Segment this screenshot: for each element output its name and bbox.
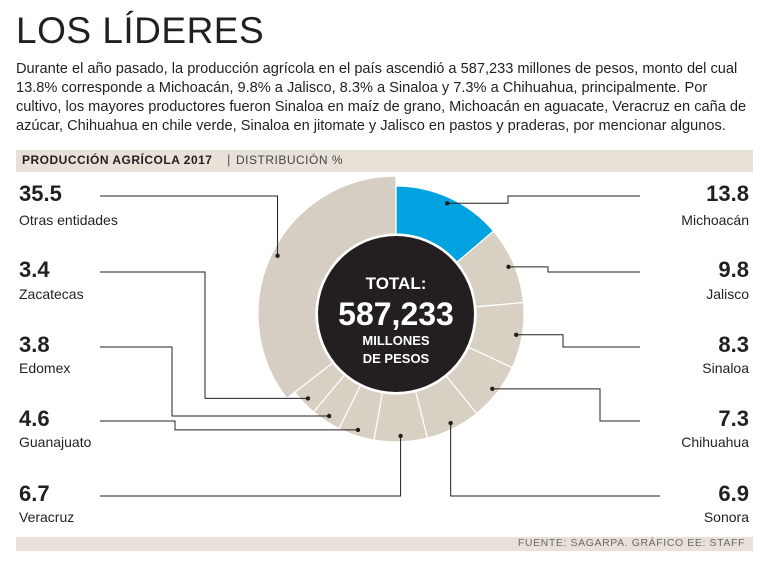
name-label-otras-entidades: Otras entidades [19, 212, 118, 228]
name-label-guanajuato: Guanajuato [19, 434, 92, 450]
value-label-guanajuato: 4.6 [19, 406, 50, 431]
value-label-veracruz: 6.7 [19, 481, 50, 506]
leader-line-guanajuato [100, 420, 358, 431]
center-unit-line2: DE PESOS [363, 351, 430, 366]
leader-dot-otras-entidades [275, 253, 280, 258]
title-separator: | [227, 152, 231, 167]
name-label-edomex: Edomex [19, 360, 70, 376]
name-label-michoacán: Michoacán [681, 212, 749, 228]
footer-band: FUENTE: SAGARPA. GRÁFICO EE: STAFF [16, 537, 753, 551]
leader-dot-sonora [448, 420, 453, 426]
value-label-sinaloa: 8.3 [718, 332, 749, 357]
name-label-veracruz: Veracruz [19, 509, 74, 525]
leader-dot-zacatecas [305, 396, 311, 401]
chart-labels: 13.8 Michoacán 9.8 Jalisco 8.3 Sinaloa 7.3 Chih… [19, 181, 749, 525]
value-label-edomex: 3.8 [19, 332, 50, 357]
center-total-label: TOTAL: [366, 274, 427, 293]
leader-line-otras-entidades [100, 195, 279, 256]
leader-dot-sinaloa [514, 332, 519, 337]
leader-line-chihuahua [492, 388, 640, 422]
center-total-value: 587,233 [338, 296, 454, 332]
leader-line-zacatecas [100, 271, 308, 399]
intro-paragraph: Durante el año pasado, la producción agr… [16, 61, 747, 134]
name-label-chihuahua: Chihuahua [681, 434, 749, 450]
name-label-jalisco: Jalisco [706, 286, 749, 302]
chart-leader-lines [100, 195, 660, 497]
value-label-zacatecas: 3.4 [19, 257, 50, 282]
leader-line-sinaloa [516, 334, 640, 348]
value-label-sonora: 6.9 [718, 481, 749, 506]
center-unit-line1: MILLONES [362, 333, 429, 348]
center-circle [318, 236, 474, 392]
leader-dot-guanajuato [355, 427, 361, 433]
name-label-sonora: Sonora [704, 509, 749, 525]
name-label-zacatecas: Zacatecas [19, 286, 84, 302]
value-label-jalisco: 9.8 [718, 257, 749, 282]
chart-subtitle: DISTRIBUCIÓN % [236, 153, 344, 167]
leader-dot-veracruz [398, 433, 403, 439]
leader-line-veracruz [100, 435, 402, 497]
slice-otras-entidades [257, 175, 397, 400]
source-note: FUENTE: SAGARPA. GRÁFICO EE: STAFF [517, 537, 745, 549]
leader-line-jalisco [508, 266, 640, 273]
leader-line-sonora [450, 423, 660, 497]
leader-dot-edomex [326, 413, 332, 419]
leader-line-michoacán [447, 195, 640, 204]
name-label-sinaloa: Sinaloa [702, 360, 749, 376]
leader-line-edomex [100, 346, 330, 417]
value-label-chihuahua: 7.3 [718, 406, 749, 431]
value-label-michoacán: 13.8 [706, 181, 749, 206]
page-title: LOS LÍDERES [16, 10, 265, 51]
leader-dot-michoacán [445, 201, 450, 206]
value-label-otras-entidades: 35.5 [19, 181, 62, 206]
chart-title: PRODUCCIÓN AGRÍCOLA 2017 [22, 153, 213, 167]
chart-slices [257, 175, 525, 443]
leader-dot-chihuahua [490, 386, 495, 392]
leader-dot-jalisco [506, 264, 511, 270]
chart-header-band: PRODUCCIÓN AGRÍCOLA 2017 | DISTRIBUCIÓN … [16, 150, 753, 172]
